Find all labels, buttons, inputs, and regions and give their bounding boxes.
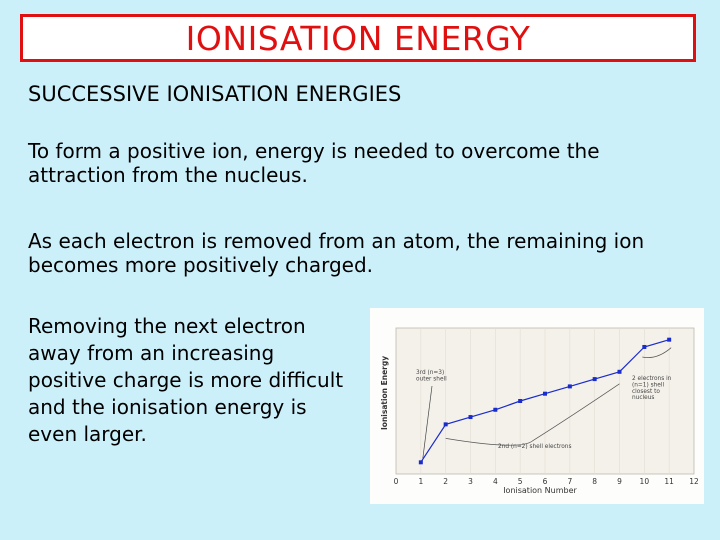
y-axis-label: Ionisation Energy: [380, 356, 389, 430]
x-tick-label: 4: [493, 477, 498, 486]
data-point: [667, 337, 672, 342]
data-point: [543, 391, 547, 396]
data-point: [493, 407, 498, 412]
annotation-brace: [445, 383, 620, 446]
data-point: [468, 415, 473, 420]
chart-annotation: 2 electrons in (n=1) shell closest to nucle…: [632, 376, 672, 401]
subtitle: SUCCESSIVE IONISATION ENERGIES: [28, 82, 402, 106]
x-tick-label: 1: [418, 477, 423, 486]
paragraph-electron-removal: As each electron is removed from an atom…: [28, 229, 645, 277]
data-point: [617, 369, 622, 374]
data-point: [418, 460, 423, 465]
data-point: [567, 384, 572, 389]
x-tick-label: 3: [468, 477, 473, 486]
annotation-arrow: [422, 385, 433, 459]
chart-annotation: 2nd (n=2) shell electrons: [498, 444, 572, 450]
x-tick-label: 6: [543, 477, 548, 486]
x-tick-label: 10: [640, 477, 650, 486]
x-axis-label: Ionisation Number: [503, 486, 577, 495]
page-title: IONISATION ENERGY: [185, 18, 531, 58]
data-point: [518, 399, 523, 403]
paragraph-positive-ion: To form a positive ion, energy is needed…: [28, 139, 600, 187]
paragraph-next-electron: Removing the next electron away from an …: [28, 314, 344, 446]
x-tick-label: 7: [567, 477, 572, 486]
data-point: [642, 344, 647, 349]
x-tick-label: 12: [689, 477, 699, 486]
x-tick-label: 2: [443, 477, 448, 486]
x-tick-label: 5: [518, 477, 523, 486]
data-point: [443, 422, 448, 427]
x-tick-label: 9: [617, 477, 622, 486]
chart-annotation: 3rd (n=3) outer shell: [416, 370, 447, 382]
x-tick-label: 8: [592, 477, 597, 486]
data-point: [592, 377, 597, 382]
x-tick-label: 0: [394, 477, 399, 486]
title-box: IONISATION ENERGY: [20, 14, 696, 62]
x-tick-label: 11: [664, 477, 674, 486]
annotation-brace: [642, 347, 672, 358]
